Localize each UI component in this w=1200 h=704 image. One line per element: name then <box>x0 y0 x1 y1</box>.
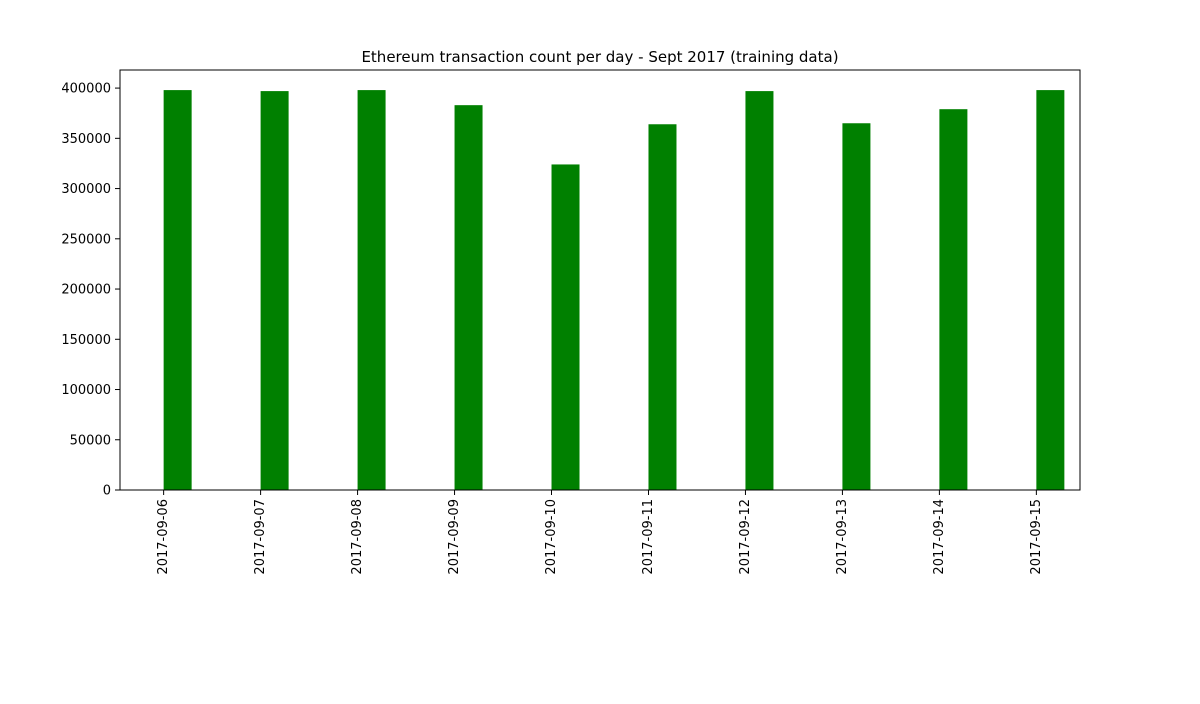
x-tick-label: 2017-09-10 <box>544 499 559 575</box>
x-tick-label: 2017-09-14 <box>932 499 947 575</box>
x-tick-label: 2017-09-12 <box>738 499 753 575</box>
y-tick-label: 50000 <box>70 433 111 448</box>
bars-layer <box>163 90 1065 491</box>
x-tick-label: 2017-09-09 <box>447 499 462 575</box>
bar-2017-09-06 <box>163 90 192 490</box>
y-tick-label: 400000 <box>61 82 111 97</box>
bar-2017-09-09 <box>454 105 483 490</box>
bar-2017-09-11 <box>648 124 677 491</box>
x-tick-label: 2017-09-06 <box>156 499 171 575</box>
x-tick-label: 2017-09-07 <box>253 499 268 575</box>
bar-2017-09-07 <box>260 91 289 491</box>
bar-2017-09-10 <box>551 164 580 490</box>
y-tick-label: 200000 <box>61 283 111 298</box>
x-tick-label: 2017-09-11 <box>641 499 656 575</box>
plot-frame <box>119 69 1081 491</box>
y-axis: 0 50000 100000 150000 200000 250000 300000 3500… <box>61 82 120 499</box>
bar-2017-09-14 <box>939 109 968 491</box>
x-axis: 2017-09-06 2017-09-07 2017-09-08 2017-09-09… <box>156 490 1044 575</box>
bar-2017-09-15 <box>1036 90 1065 490</box>
x-tick-label: 2017-09-15 <box>1029 499 1044 575</box>
x-tick-label: 2017-09-08 <box>350 499 365 575</box>
y-tick-label: 100000 <box>61 383 111 398</box>
y-tick-label: 350000 <box>61 132 111 147</box>
x-tick-label: 2017-09-13 <box>835 499 850 575</box>
y-tick-label: 300000 <box>61 182 111 197</box>
bar-2017-09-08 <box>357 90 386 490</box>
y-tick-label: 150000 <box>61 333 111 348</box>
y-tick-label: 250000 <box>61 232 111 247</box>
bar-2017-09-13 <box>842 123 871 490</box>
bar-2017-09-12 <box>745 91 774 491</box>
y-tick-label: 0 <box>103 484 111 499</box>
chart-title: Ethereum transaction count per day - Sep… <box>361 48 838 66</box>
